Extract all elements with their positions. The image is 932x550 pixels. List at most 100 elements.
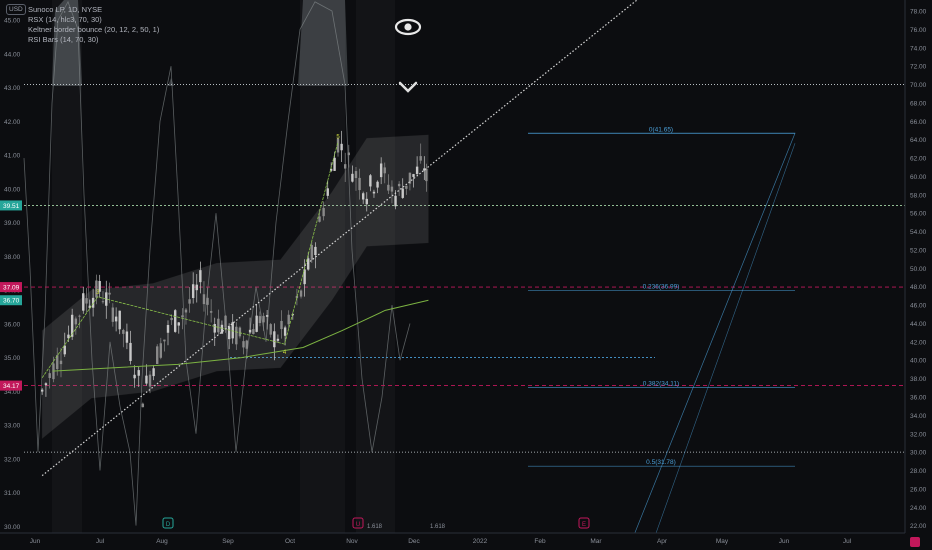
indicator-keltner-label[interactable]: Keltner border bounce (20, 12, 2, 50, 1) (28, 25, 160, 34)
candle-body (387, 184, 390, 191)
candle-body (59, 360, 63, 365)
candle-body (283, 327, 287, 336)
right-axis-tick: 56.00 (910, 211, 927, 218)
chevron-down-icon[interactable] (398, 81, 418, 93)
right-axis-tick: 40.00 (910, 358, 927, 365)
right-axis-tick: 64.00 (910, 137, 927, 144)
candle-body (173, 310, 177, 332)
left-axis-tick: 30.00 (4, 524, 21, 531)
svg-text:E: E (582, 522, 586, 528)
right-axis-tick: 66.00 (910, 119, 927, 126)
right-axis-tick: 28.00 (910, 468, 927, 475)
time-axis-tick: Jul (96, 538, 105, 545)
candle-body (40, 389, 44, 392)
right-axis-tick: 78.00 (910, 9, 927, 16)
moving-average-line (52, 299, 429, 372)
rsx-peak (52, 0, 82, 86)
candle-body (129, 342, 132, 361)
wave-line (41, 141, 339, 379)
fib-level-label: 0.236(36.99) (643, 283, 680, 290)
right-axis-tick: 26.00 (910, 486, 927, 493)
price-tag-label: 39.51 (3, 203, 20, 210)
candle-body (101, 301, 105, 303)
candle-body (48, 373, 51, 378)
candle-body (238, 327, 242, 337)
overlay-band (356, 0, 395, 533)
candle-body (314, 246, 317, 256)
fib-ext-label: 1.618 (430, 524, 446, 530)
right-axis-tick: 72.00 (910, 64, 927, 71)
candle-body (122, 329, 125, 334)
left-axis-tick: 39.00 (4, 220, 21, 227)
price-tag-label: 36.70 (3, 298, 20, 305)
left-axis-tick: 34.00 (4, 389, 21, 396)
right-axis-tick: 54.00 (910, 229, 927, 236)
right-axis-tick: 60.00 (910, 174, 927, 181)
rsx-line (23, 0, 411, 526)
candle-body (177, 322, 180, 326)
right-axis-tick: 44.00 (910, 321, 927, 328)
candle-body (310, 245, 314, 260)
event-marker-icon[interactable]: D (162, 517, 174, 529)
candle-body (82, 293, 85, 311)
eye-icon[interactable] (394, 18, 422, 36)
right-axis-panel (905, 0, 932, 550)
left-axis-tick: 40.00 (4, 186, 21, 193)
candle-body (78, 315, 81, 317)
candle-body (252, 329, 255, 335)
right-axis-tick: 50.00 (910, 266, 927, 273)
wave-label: 3 (96, 290, 100, 296)
right-axis-tick: 62.00 (910, 156, 927, 163)
indicator-rsx-label[interactable]: RSX (14, hlc3, 70, 30) (28, 15, 102, 24)
candle-body (114, 316, 118, 322)
candle-body (383, 167, 386, 174)
candle-body (217, 318, 220, 333)
candle-body (401, 188, 404, 198)
candle-body (145, 375, 148, 384)
candle-body (118, 310, 121, 330)
candle-body (354, 171, 358, 179)
candle-body (133, 374, 136, 379)
fib-triangle (528, 132, 796, 550)
currency-badge[interactable]: USD (6, 4, 26, 15)
indicator-rsi-bars-label[interactable]: RSI Bars (14, 70, 30) (28, 35, 99, 44)
candle-body (248, 329, 252, 333)
candle-body (195, 284, 198, 291)
dotted-trend-line (41, 0, 638, 477)
candle-body (419, 156, 422, 161)
svg-text:U: U (356, 522, 360, 528)
right-axis-tick: 38.00 (910, 376, 927, 383)
candle-body (340, 143, 343, 151)
candle-body (202, 294, 206, 305)
candle-body (273, 331, 276, 348)
candle-body (56, 355, 59, 370)
candle-body (379, 163, 383, 178)
symbol-title[interactable]: Sunoco LP, 1D, NYSE (28, 5, 103, 14)
time-axis-panel (0, 533, 932, 550)
candle-body (326, 188, 329, 196)
candle-body (191, 284, 195, 298)
candle-body (397, 183, 401, 187)
event-marker-icon[interactable]: U (352, 517, 364, 529)
left-axis-tick: 45.00 (4, 18, 21, 25)
candle-body (412, 174, 415, 177)
candle-body (231, 322, 234, 339)
candle-body (125, 331, 129, 343)
candle-body (361, 193, 365, 200)
candle-body (295, 295, 299, 299)
right-axis-tick: 22.00 (910, 523, 927, 530)
price-tag (0, 380, 22, 391)
time-axis-tick: Dec (408, 538, 420, 545)
fib-ext-label: 1.618 (367, 524, 383, 530)
right-axis-tick: 30.00 (910, 450, 927, 457)
event-marker-icon[interactable]: E (578, 517, 590, 529)
settings-marker-icon[interactable] (910, 537, 920, 547)
candle-body (108, 292, 111, 295)
candle-body (224, 315, 227, 328)
svg-text:D: D (166, 522, 171, 528)
candle-body (242, 341, 245, 348)
candle-body (44, 383, 48, 385)
